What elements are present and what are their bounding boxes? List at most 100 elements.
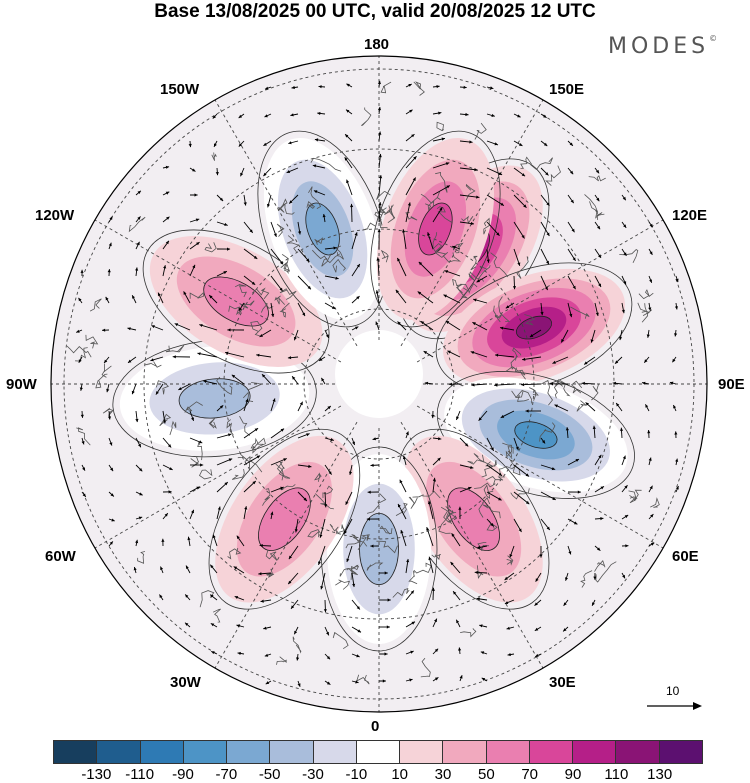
polar-map <box>50 55 708 713</box>
coastline-segment <box>226 419 234 436</box>
coastline-segment <box>332 631 349 650</box>
colorbar-swatch <box>227 740 271 764</box>
wind-arrow <box>320 572 326 590</box>
wind-arrow <box>346 83 353 88</box>
coastline-segment <box>461 215 474 225</box>
wind-arrow <box>615 402 623 412</box>
wind-arrow <box>505 302 515 309</box>
wind-arrow <box>351 263 361 277</box>
wind-arrow <box>594 302 599 317</box>
coastline-segment <box>445 506 454 525</box>
wind-arrow <box>238 302 245 312</box>
wind-arrow <box>641 381 650 385</box>
coastline-segment <box>277 203 295 215</box>
wind-arrow <box>366 517 380 521</box>
wind-arrow <box>351 572 356 588</box>
coastline-segment <box>499 466 515 474</box>
wind-arrow <box>669 381 677 385</box>
wind-arrow <box>212 534 218 547</box>
coastline-segment <box>312 249 332 262</box>
wind-arrow <box>291 85 299 90</box>
wind-arrow <box>211 650 218 655</box>
wind-arrow <box>476 545 488 549</box>
wind-arrow <box>486 518 494 527</box>
wind-arrow <box>243 194 247 206</box>
coastlines <box>66 81 660 685</box>
coastline-segment <box>507 446 514 458</box>
coastline-segment <box>470 255 478 271</box>
wind-arrow <box>562 626 569 632</box>
wind-arrow <box>317 111 326 115</box>
coastline-segment <box>314 493 334 510</box>
wind-arrow <box>162 490 172 494</box>
wind-arrow <box>567 167 574 175</box>
coastline-segment <box>395 502 408 516</box>
wind-arrow <box>448 382 461 386</box>
wind-arrow <box>540 518 551 531</box>
colorbar <box>53 740 703 764</box>
wind-arrow <box>290 113 299 117</box>
coastline-segment <box>408 496 418 509</box>
wind-arrow <box>78 297 83 304</box>
coastline-segment <box>266 568 275 578</box>
wind-arrow <box>405 558 410 574</box>
wind-arrow <box>174 323 191 331</box>
coastline-segment <box>308 186 322 209</box>
wind-arrow <box>432 185 451 196</box>
wind-arrow <box>405 621 416 628</box>
wind-arrow <box>525 409 541 413</box>
wind-arrow <box>231 374 245 385</box>
wind-arrow <box>432 457 441 466</box>
wind-arrow <box>592 425 596 439</box>
wind-arrow <box>494 353 515 358</box>
wind-arrow <box>264 653 272 657</box>
wind-arrow <box>621 194 627 201</box>
coastline-segment <box>307 529 322 538</box>
coastline-segment <box>332 258 346 273</box>
coastline-segment <box>306 200 315 209</box>
wind-arrow <box>480 651 488 655</box>
colorbar-tick-label: 10 <box>391 766 408 783</box>
coastline-segment <box>89 298 102 312</box>
wind-arrow <box>567 194 575 204</box>
wind-arrow <box>159 594 164 601</box>
wind-arrow <box>470 351 488 358</box>
wind-arrow <box>189 410 195 422</box>
coastline-segment <box>588 175 606 182</box>
coastline-segment <box>524 314 536 326</box>
wind-arrow <box>567 275 576 290</box>
wind-arrow <box>494 383 515 387</box>
wind-arrow <box>81 464 86 471</box>
wind-arrow <box>620 427 624 439</box>
wind-arrow <box>318 356 326 362</box>
wind-arrow <box>351 653 360 658</box>
coastline-segment <box>169 420 177 436</box>
coastline-segment <box>361 107 372 126</box>
anomaly-contour <box>305 202 340 256</box>
wind-arrow <box>426 526 434 547</box>
coastline-segment <box>539 422 556 442</box>
wind-arrow <box>127 356 137 364</box>
wind-arrow <box>675 275 679 283</box>
coastline-segment <box>512 347 522 361</box>
wind-arrow <box>351 295 360 304</box>
wind-arrow <box>313 190 326 196</box>
wind-arrow <box>377 80 381 88</box>
coastline-segment <box>540 379 553 406</box>
coastline-segment <box>405 212 418 221</box>
wind-arrow <box>351 680 359 684</box>
wind-arrow <box>256 353 272 358</box>
wind-arrow <box>266 194 272 208</box>
geopotential-contour <box>436 371 635 499</box>
wind-arrow <box>290 599 299 610</box>
wind-arrow <box>324 491 328 508</box>
wind-arrow <box>227 328 245 332</box>
wind-arrow <box>432 648 439 655</box>
coastline-segment <box>473 453 493 467</box>
wind-arrow <box>103 356 110 364</box>
coastline-segment <box>95 373 108 389</box>
wind-arrow <box>80 410 84 418</box>
colorbar-swatch <box>529 740 574 764</box>
wind-arrow <box>486 140 499 146</box>
wind-arrow <box>427 500 434 520</box>
